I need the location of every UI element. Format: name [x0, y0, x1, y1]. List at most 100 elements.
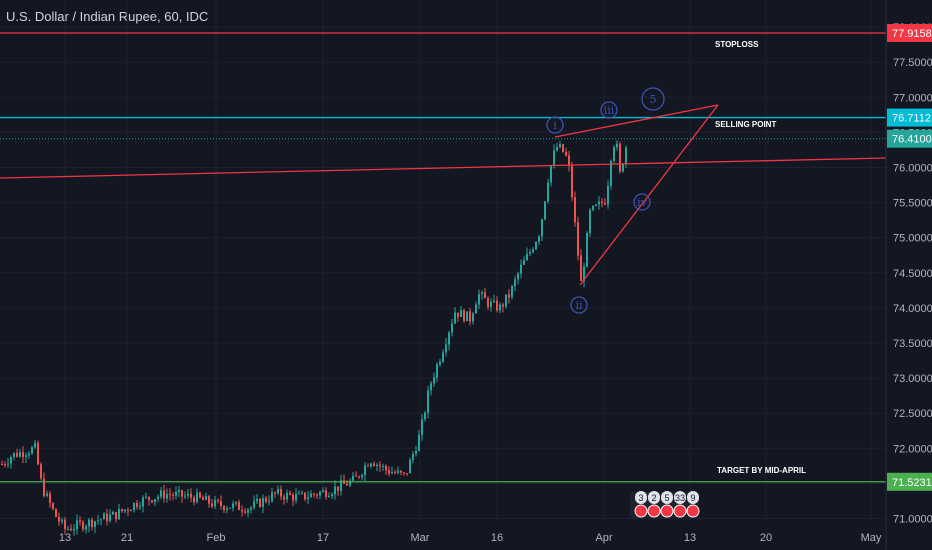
candle-body — [214, 499, 216, 507]
candle-body — [151, 500, 153, 503]
y-tick-label: 73.0000 — [893, 373, 932, 385]
wave-label-circle — [570, 296, 588, 314]
candle-body — [46, 493, 48, 496]
candle-body — [613, 147, 615, 161]
candle-body — [325, 490, 327, 497]
candle-body — [289, 492, 291, 495]
candle-body — [223, 505, 225, 511]
candle-body — [235, 502, 237, 504]
candlestick-series — [1, 140, 627, 536]
candle-body — [541, 219, 543, 237]
candle-body — [508, 294, 510, 298]
candle-body — [112, 511, 114, 515]
candle-body — [184, 495, 186, 497]
annotation-lines: STOPLOSS SELLING POINT TARGET BY MID-APRIL — [0, 32, 887, 483]
candle-body — [310, 493, 312, 498]
candle-body — [217, 499, 219, 502]
candle-body — [457, 312, 459, 317]
candle-body — [307, 497, 309, 500]
candle-body — [505, 294, 507, 307]
candle-body — [346, 483, 348, 486]
candle-body — [427, 390, 429, 413]
price-axis-panel[interactable] — [886, 0, 932, 550]
candle-body — [433, 377, 435, 384]
candle-body — [79, 520, 81, 523]
x-tick-label: 13 — [59, 532, 71, 544]
candle-body — [424, 412, 426, 420]
candle-body — [589, 209, 591, 233]
candle-body — [181, 490, 183, 497]
candle-body — [238, 502, 240, 510]
candle-body — [469, 311, 471, 322]
candle-body — [34, 442, 36, 448]
candle-body — [70, 528, 72, 531]
candle-body — [91, 519, 93, 527]
candle-body — [571, 166, 573, 198]
event-badge-marker — [686, 504, 700, 518]
candle-body — [412, 453, 414, 460]
candle-body — [313, 493, 315, 495]
candle-body — [358, 476, 360, 478]
candle-body — [607, 185, 609, 205]
candle-body — [253, 501, 255, 508]
price-tag-label: 76.4100 — [892, 134, 932, 146]
candle-body — [304, 492, 306, 500]
candle-body — [55, 508, 57, 517]
candle-body — [13, 452, 15, 458]
candle-body — [397, 470, 399, 473]
candle-body — [124, 509, 126, 512]
level-label: SELLING POINT — [715, 120, 776, 129]
candle-body — [625, 147, 627, 165]
candle-body — [199, 492, 201, 498]
candle-body — [301, 492, 303, 494]
candle-body — [268, 501, 270, 503]
wave-label: i — [553, 119, 557, 132]
candle-body — [577, 222, 579, 256]
candle-body — [598, 201, 600, 205]
event-badge-label: 9 — [690, 493, 695, 503]
candle-body — [193, 497, 195, 503]
candle-body — [16, 452, 18, 457]
wave-label-circle — [546, 116, 564, 134]
candle-body — [559, 144, 561, 148]
candle-body — [451, 323, 453, 333]
candle-body — [94, 521, 96, 527]
price-tag-label: 76.7112 — [892, 113, 931, 125]
wave-label: ii — [575, 299, 583, 312]
candle-body — [460, 310, 462, 317]
candle-body — [448, 332, 450, 345]
y-tick-label: 71.0000 — [893, 514, 932, 526]
candle-body — [262, 498, 264, 508]
candle-body — [130, 510, 132, 512]
candle-body — [208, 496, 210, 504]
y-tick-label: 75.0000 — [893, 233, 932, 245]
candle-body — [139, 506, 141, 508]
candle-body — [388, 470, 390, 474]
candle-body — [466, 311, 468, 322]
candle-body — [169, 494, 171, 496]
candle-body — [220, 501, 222, 506]
candle-body — [274, 492, 276, 494]
candle-body — [361, 475, 363, 478]
candle-body — [409, 459, 411, 474]
x-tick-label: Feb — [207, 532, 226, 544]
candle-body — [442, 352, 444, 362]
candle-body — [265, 498, 267, 502]
candle-body — [61, 519, 63, 522]
candle-body — [565, 151, 567, 156]
event-badge-marker — [634, 504, 648, 518]
x-tick-label: Mar — [411, 532, 430, 544]
candle-body — [535, 241, 537, 250]
event-badge — [661, 491, 673, 504]
candle-body — [463, 310, 465, 322]
candle-body — [373, 463, 375, 466]
wave-label-circle — [633, 193, 651, 211]
time-axis: 13 21 Feb 17 Mar 16 Apr 13 20 May — [59, 532, 882, 544]
candle-body — [526, 253, 528, 261]
candle-body — [22, 452, 24, 458]
wave-label-circle — [641, 87, 665, 111]
candle-body — [493, 300, 495, 302]
candle-body — [43, 478, 45, 496]
candle-body — [550, 166, 552, 183]
